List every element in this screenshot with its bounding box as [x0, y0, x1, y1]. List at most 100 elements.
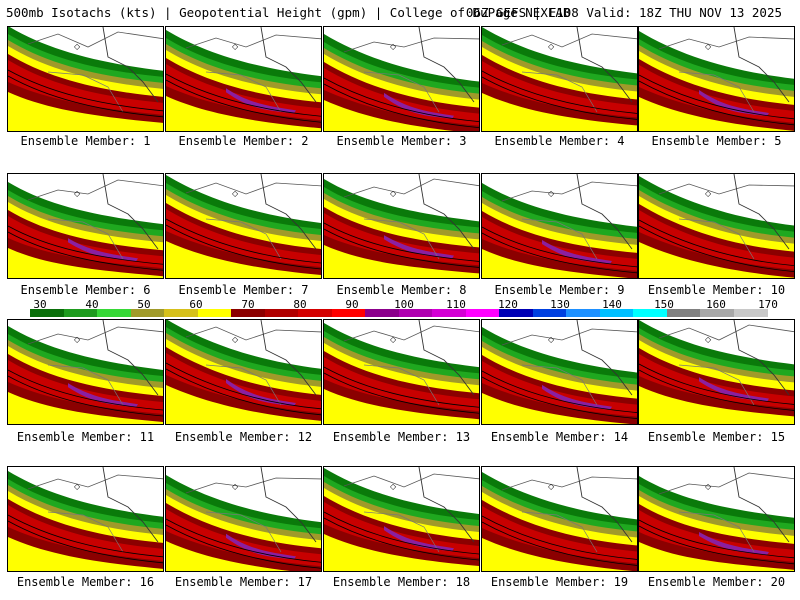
wind-band-red	[482, 217, 637, 271]
state-border-line	[678, 218, 755, 260]
isotach-map: ◇	[482, 320, 637, 424]
wind-core-purple	[542, 240, 612, 264]
ensemble-member-label: Ensemble Member: 3	[336, 134, 467, 148]
state-border-line	[521, 364, 598, 406]
state-border-line	[185, 477, 321, 494]
wind-band-red	[166, 209, 321, 268]
state-border-line	[501, 328, 637, 346]
ensemble-member-map-4: ◇	[481, 26, 638, 132]
diamond-marker-icon: ◇	[74, 482, 81, 491]
state-border-line	[343, 473, 479, 488]
height-contour	[166, 218, 321, 264]
state-border-line	[658, 472, 794, 495]
coastline	[260, 467, 317, 543]
ensemble-member-label: Ensemble Member: 17	[174, 575, 313, 589]
height-contour	[8, 75, 163, 118]
state-border-line	[521, 218, 598, 260]
state-border-line	[678, 71, 755, 113]
state-border-line	[27, 179, 163, 201]
state-border-line	[363, 364, 440, 406]
colorbar-segment	[566, 309, 600, 317]
colorbar-tick-label: 160	[706, 298, 726, 311]
coastline	[733, 27, 790, 103]
coastline	[102, 27, 159, 103]
wind-core-purple	[384, 526, 454, 552]
wind-band-red	[482, 361, 637, 417]
height-contour	[639, 369, 794, 411]
state-border-line	[501, 181, 637, 202]
colorbar-segment	[398, 309, 433, 317]
ensemble-member-label: Ensemble Member: 4	[494, 134, 625, 148]
ensemble-member-label: Ensemble Member: 7	[178, 283, 309, 297]
colorbar-segment	[432, 309, 466, 317]
state-border-line	[205, 218, 282, 260]
diamond-marker-icon: ◇	[232, 189, 239, 198]
colorbar-segment	[164, 309, 198, 317]
ensemble-member-map-11: ◇	[7, 319, 164, 425]
height-contour	[166, 224, 321, 270]
state-border-line	[363, 218, 440, 260]
height-contour	[8, 375, 163, 417]
height-contour	[8, 225, 163, 265]
ensemble-member-map-2: ◇	[165, 26, 322, 132]
height-contour	[639, 363, 794, 405]
coastline	[102, 467, 159, 543]
isotach-map: ◇	[324, 320, 479, 424]
coastline	[576, 320, 633, 396]
wind-core-purple	[542, 384, 612, 410]
wind-band-red	[166, 509, 321, 567]
wind-band-red	[8, 60, 163, 115]
diamond-marker-icon: ◇	[705, 482, 712, 491]
height-contour	[482, 515, 637, 560]
diamond-marker-icon: ◇	[232, 42, 239, 51]
colorbar-tick-label: 150	[654, 298, 674, 311]
wind-core-purple	[699, 90, 769, 116]
state-border-line	[521, 511, 598, 553]
chart-header: 500mb Isotachs (kts) | Geopotential Heig…	[6, 5, 796, 21]
ensemble-member-label: Ensemble Member: 11	[16, 430, 155, 444]
height-contour	[482, 232, 637, 274]
diamond-marker-icon: ◇	[705, 335, 712, 344]
wind-band-red	[324, 502, 479, 559]
colorbar-segment	[30, 309, 64, 317]
ensemble-member-map-17: ◇	[165, 466, 322, 572]
wind-band-red	[8, 360, 163, 415]
state-border-line	[185, 182, 321, 195]
wind-band-red	[324, 357, 479, 412]
isotach-map: ◇	[639, 174, 794, 278]
ensemble-member-map-13: ◇	[323, 319, 480, 425]
diamond-marker-icon: ◇	[390, 335, 397, 344]
colorbar-segment	[633, 309, 667, 317]
colorbar-segment	[331, 309, 366, 317]
state-border-line	[658, 183, 794, 195]
ensemble-member-label: Ensemble Member: 12	[174, 430, 313, 444]
height-contour	[324, 222, 479, 262]
wind-band-red	[482, 506, 637, 564]
height-contour	[482, 370, 637, 414]
ensemble-member-map-18: ◇	[323, 466, 480, 572]
height-contour	[639, 225, 794, 272]
diamond-marker-icon: ◇	[390, 189, 397, 198]
colorbar-legend: 30 40 50 60 70 80 90 100 110 120 130 140 150 160 170	[10, 299, 790, 321]
colorbar-segment	[264, 309, 299, 317]
diamond-marker-icon: ◇	[705, 42, 712, 51]
ensemble-member-map-9: ◇	[481, 173, 638, 279]
state-border-line	[658, 36, 794, 50]
colorbar-tick-label: 40	[85, 298, 99, 311]
height-contour	[639, 74, 794, 120]
ensemble-member-label: Ensemble Member: 2	[178, 134, 309, 148]
isotach-map: ◇	[324, 174, 479, 278]
height-contour	[166, 368, 321, 416]
isotach-map: ◇	[166, 174, 321, 278]
isotach-map: ◇	[482, 174, 637, 278]
height-contour	[8, 514, 163, 558]
colorbar-segment	[130, 309, 165, 317]
colorbar-tick-label: 90	[345, 298, 359, 311]
ensemble-member-map-19: ◇	[481, 466, 638, 572]
height-contour	[8, 231, 163, 271]
wind-core-purple	[226, 379, 296, 406]
colorbar-tick-label: 50	[137, 298, 151, 311]
state-border-line	[205, 364, 282, 406]
height-contour	[324, 228, 479, 268]
isotach-map: ◇	[324, 467, 479, 571]
